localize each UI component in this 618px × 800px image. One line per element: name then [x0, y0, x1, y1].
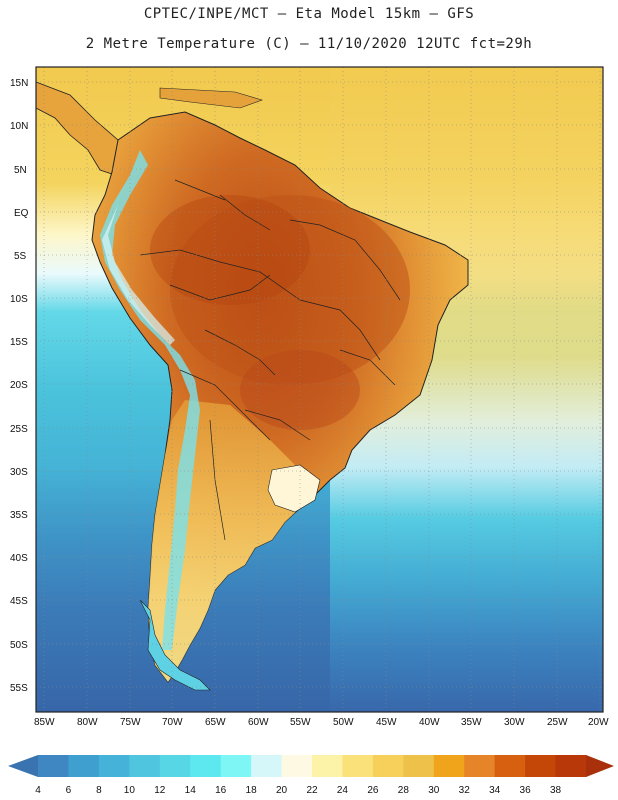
- lat-label: 15S: [10, 337, 28, 348]
- lat-label: 40S: [10, 553, 28, 564]
- chart-title-line1: CPTEC/INPE/MCT – Eta Model 15km – GFS: [143, 6, 475, 22]
- lon-label: 40W: [419, 717, 440, 728]
- colorbar: 4 6 8 10 12 14 16 18 20 22 24 26 28 30 32 34 36 38: [8, 755, 614, 796]
- latitude-labels: 15N 10N 5N EQ 5S 10S 15S 20S 25S 30S 35S…: [10, 78, 29, 694]
- colorbar-tick-label: 24: [337, 785, 349, 796]
- lat-label: 5N: [14, 165, 27, 176]
- lat-label: 45S: [10, 596, 28, 607]
- lon-label: 45W: [376, 717, 397, 728]
- colorbar-swatch: [251, 755, 283, 777]
- colorbar-swatch: [433, 755, 465, 777]
- lon-label: 80W: [77, 717, 98, 728]
- lon-label: 25W: [547, 717, 568, 728]
- colorbar-swatch: [190, 755, 222, 777]
- colorbar-swatch: [129, 755, 161, 777]
- colorbar-tick-label: 8: [96, 785, 102, 796]
- central-america: [35, 81, 129, 176]
- colorbar-tick-label: 32: [459, 785, 471, 796]
- colorbar-tick-label: 14: [185, 785, 197, 796]
- lat-label: 55S: [10, 683, 28, 694]
- colorbar-swatch: [159, 755, 191, 777]
- colorbar-swatch: [403, 755, 435, 777]
- colorbar-tick-label: 36: [520, 785, 532, 796]
- colorbar-swatch: [555, 755, 587, 777]
- lat-label: 15N: [10, 78, 28, 89]
- lon-label: 20W: [588, 717, 609, 728]
- colorbar-tick-label: 30: [428, 785, 440, 796]
- colorbar-swatch: [98, 755, 130, 777]
- colorbar-swatch: [312, 755, 343, 777]
- colorbar-tick-label: 4: [35, 785, 41, 796]
- colorbar-tick-label: 20: [276, 785, 288, 796]
- colorbar-tick-label: 16: [215, 785, 227, 796]
- lat-label: 30S: [10, 467, 28, 478]
- chart-title-line2: 2 Metre Temperature (C) – 11/10/2020 12U…: [85, 36, 533, 52]
- colorbar-arrow-left: [8, 755, 38, 777]
- lon-label: 50W: [333, 717, 354, 728]
- colorbar-tick-label: 6: [66, 785, 72, 796]
- lon-label: 65W: [205, 717, 226, 728]
- colorbar-arrow-right: [586, 755, 614, 777]
- colorbar-tick-label: 38: [550, 785, 562, 796]
- lat-label: 10S: [10, 294, 28, 305]
- lat-lon-grid: [36, 67, 603, 712]
- colorbar-tick-label: 22: [306, 785, 318, 796]
- colorbar-swatch: [372, 755, 404, 777]
- lat-label: 25S: [10, 424, 28, 435]
- colorbar-tick-label: 26: [367, 785, 379, 796]
- lon-label: 30W: [504, 717, 525, 728]
- colorbar-tick-label: 12: [154, 785, 166, 796]
- lon-label: 35W: [461, 717, 482, 728]
- colorbar-swatch: [38, 755, 69, 777]
- colorbar-swatch: [281, 755, 313, 777]
- colorbar-swatch: [494, 755, 526, 777]
- colorbar-swatch: [68, 755, 100, 777]
- lat-label: 10N: [10, 121, 28, 132]
- andes-cool-band: [100, 150, 200, 650]
- colorbar-tick-label: 34: [489, 785, 501, 796]
- colorbar-swatch: [525, 755, 557, 777]
- lon-label: 55W: [290, 717, 311, 728]
- lat-label: 50S: [10, 640, 28, 651]
- lat-label: 20S: [10, 380, 28, 391]
- colorbar-swatch: [220, 755, 252, 777]
- lon-label: 70W: [162, 717, 183, 728]
- colorbar-tick-label: 28: [398, 785, 410, 796]
- lat-label: EQ: [14, 208, 29, 219]
- colorbar-tick-label: 18: [246, 785, 258, 796]
- lon-label: 85W: [34, 717, 55, 728]
- colorbar-swatch: [342, 755, 374, 777]
- lon-label: 75W: [120, 717, 141, 728]
- colorbar-tick-label: 10: [124, 785, 136, 796]
- lon-label: 60W: [248, 717, 269, 728]
- lat-label: 35S: [10, 510, 28, 521]
- colorbar-swatch: [464, 755, 496, 777]
- lat-label: 5S: [14, 251, 27, 262]
- longitude-labels: 85W 80W 75W 70W 65W 60W 55W 50W 45W 40W …: [34, 717, 609, 728]
